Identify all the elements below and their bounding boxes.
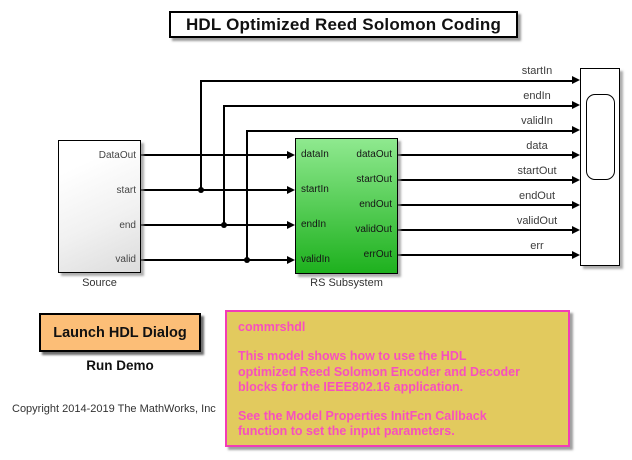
run-demo-label: Run Demo [86, 358, 154, 373]
annotation-paragraph-2: See the Model Properties InitFcn Callbac… [238, 409, 557, 440]
model-title-box: HDL Optimized Reed Solomon Coding [169, 11, 518, 38]
signal-label-startout: startOut [517, 165, 557, 177]
annotation-line: optimized Reed Solomon Encoder and Decod… [238, 364, 520, 379]
rs-port-errout: errOut [363, 249, 392, 260]
rs-port-endout: endOut [359, 199, 392, 210]
wire-startin-to-scope[interactable] [200, 80, 572, 82]
wire-start-riser[interactable] [200, 80, 202, 190]
arrowhead-icon [572, 201, 580, 209]
arrowhead-icon [572, 76, 580, 84]
rs-port-datain: dataIn [301, 149, 329, 160]
source-block[interactable]: DataOut start end valid [58, 140, 141, 273]
copyright-text: Copyright 2014-2019 The MathWorks, Inc [12, 403, 216, 415]
signal-label-data: data [526, 140, 548, 152]
wire-validout-to-scope[interactable] [398, 229, 572, 231]
wire-endin-to-scope[interactable] [223, 105, 572, 107]
source-port-dataout: DataOut [98, 150, 136, 161]
launch-hdl-dialog-label: Launch HDL Dialog [53, 324, 187, 341]
wire-valid-riser[interactable] [246, 130, 248, 260]
arrowhead-icon [572, 226, 580, 234]
wire-end-riser[interactable] [223, 105, 225, 225]
arrowhead-icon [572, 126, 580, 134]
signal-label-startin: startIn [521, 65, 553, 77]
wire-end-endin[interactable] [141, 224, 288, 226]
rs-subsystem-block-label: RS Subsystem [310, 277, 383, 289]
arrowhead-icon [287, 221, 295, 229]
model-title: HDL Optimized Reed Solomon Coding [185, 14, 502, 34]
wire-dataout-to-scope[interactable] [398, 154, 572, 156]
rs-subsystem-block[interactable]: dataIn startIn endIn validIn dataOut sta… [295, 138, 398, 274]
rs-port-dataout: dataOut [356, 149, 392, 160]
annotation-line: See the Model Properties InitFcn Callbac… [238, 409, 487, 423]
arrowhead-icon [572, 101, 580, 109]
source-port-end: end [119, 220, 136, 231]
signal-label-validin: validIn [521, 115, 553, 127]
arrowhead-icon [287, 186, 295, 194]
annotation-line: blocks for the IEEE802.16 application. [238, 379, 464, 394]
wire-startout-to-scope[interactable] [398, 179, 572, 181]
wire-endout-to-scope[interactable] [398, 204, 572, 206]
source-port-valid: valid [115, 254, 136, 265]
wire-start-startin[interactable] [141, 189, 288, 191]
rs-port-startin: startIn [301, 184, 329, 195]
rs-port-startout: startOut [356, 174, 392, 185]
rs-port-validout: validOut [355, 224, 392, 235]
arrowhead-icon [287, 256, 295, 264]
source-port-start: start [116, 185, 136, 196]
arrowhead-icon [572, 176, 580, 184]
arrowhead-icon [572, 151, 580, 159]
wire-valid-validin[interactable] [141, 259, 288, 261]
wire-validin-to-scope[interactable] [246, 130, 572, 132]
rs-port-endin: endIn [301, 219, 327, 230]
scope-block[interactable] [580, 68, 620, 266]
rs-port-validin: validIn [301, 254, 330, 265]
signal-label-endout: endOut [518, 190, 556, 202]
signal-label-endin: endIn [523, 90, 551, 102]
annotation-paragraph-1: This model shows how to use the HDL opti… [238, 349, 557, 395]
model-description-annotation: commrshdl This model shows how to use th… [225, 310, 570, 447]
arrowhead-icon [572, 251, 580, 259]
wire-errout-to-scope[interactable] [398, 254, 572, 256]
signal-label-validout: validOut [516, 215, 558, 227]
source-block-label: Source [82, 277, 117, 289]
annotation-line: function to set the input parameters. [238, 424, 455, 439]
annotation-line: This model shows how to use the HDL [238, 349, 467, 364]
arrowhead-icon [287, 151, 295, 159]
branch-dot-icon [221, 222, 227, 228]
scope-screen-icon [586, 94, 615, 180]
wire-dataout-datain[interactable] [141, 154, 288, 156]
branch-dot-icon [198, 187, 204, 193]
signal-label-err: err [530, 240, 544, 252]
branch-dot-icon [244, 257, 250, 263]
commrshdl-link[interactable]: commrshdl [238, 320, 306, 334]
launch-hdl-dialog-button[interactable]: Launch HDL Dialog [39, 313, 201, 352]
